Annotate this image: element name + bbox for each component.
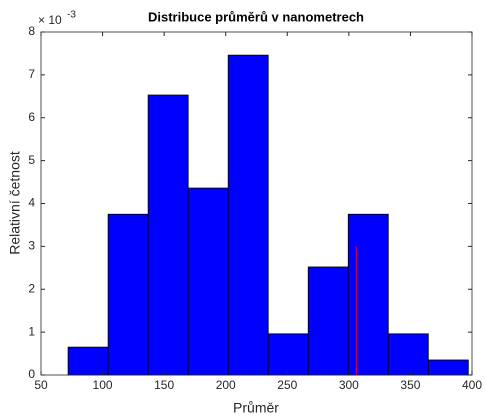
y-tick-label: 2 xyxy=(28,281,35,295)
bar xyxy=(267,333,309,376)
x-tick-label: 150 xyxy=(154,378,174,392)
bar xyxy=(387,333,429,376)
bar xyxy=(227,54,269,376)
y-tick-label: 5 xyxy=(28,153,35,167)
y-scale-exponent: -3 xyxy=(67,10,76,21)
bar xyxy=(187,187,229,376)
y-tick-label: 8 xyxy=(28,24,35,38)
y-scale-base: × 10 xyxy=(38,13,62,27)
x-tick-label: 100 xyxy=(93,378,113,392)
y-tick-label: 0 xyxy=(28,367,35,381)
bar xyxy=(147,94,189,376)
bar xyxy=(107,213,149,376)
chart-title: Distribuce průměrů v nanometrech xyxy=(148,9,364,24)
x-tick-label: 350 xyxy=(400,378,420,392)
y-tick-label: 6 xyxy=(28,110,35,124)
y-tick-label: 1 xyxy=(28,324,35,338)
bar xyxy=(427,359,469,376)
bar xyxy=(307,266,349,376)
x-tick-label: 400 xyxy=(462,378,482,392)
x-tick-label: 300 xyxy=(339,378,359,392)
y-tick-label: 3 xyxy=(28,239,35,253)
bar xyxy=(67,346,109,376)
x-tick-label: 250 xyxy=(277,378,297,392)
x-tick-label: 200 xyxy=(216,378,236,392)
bar xyxy=(347,213,389,376)
x-axis-label: Průměr xyxy=(233,400,279,416)
y-tick-label: 4 xyxy=(28,196,35,210)
y-axis-label: Relativní četnost xyxy=(7,151,23,255)
y-tick-label: 7 xyxy=(28,67,35,81)
x-tick-label: 50 xyxy=(34,378,48,392)
